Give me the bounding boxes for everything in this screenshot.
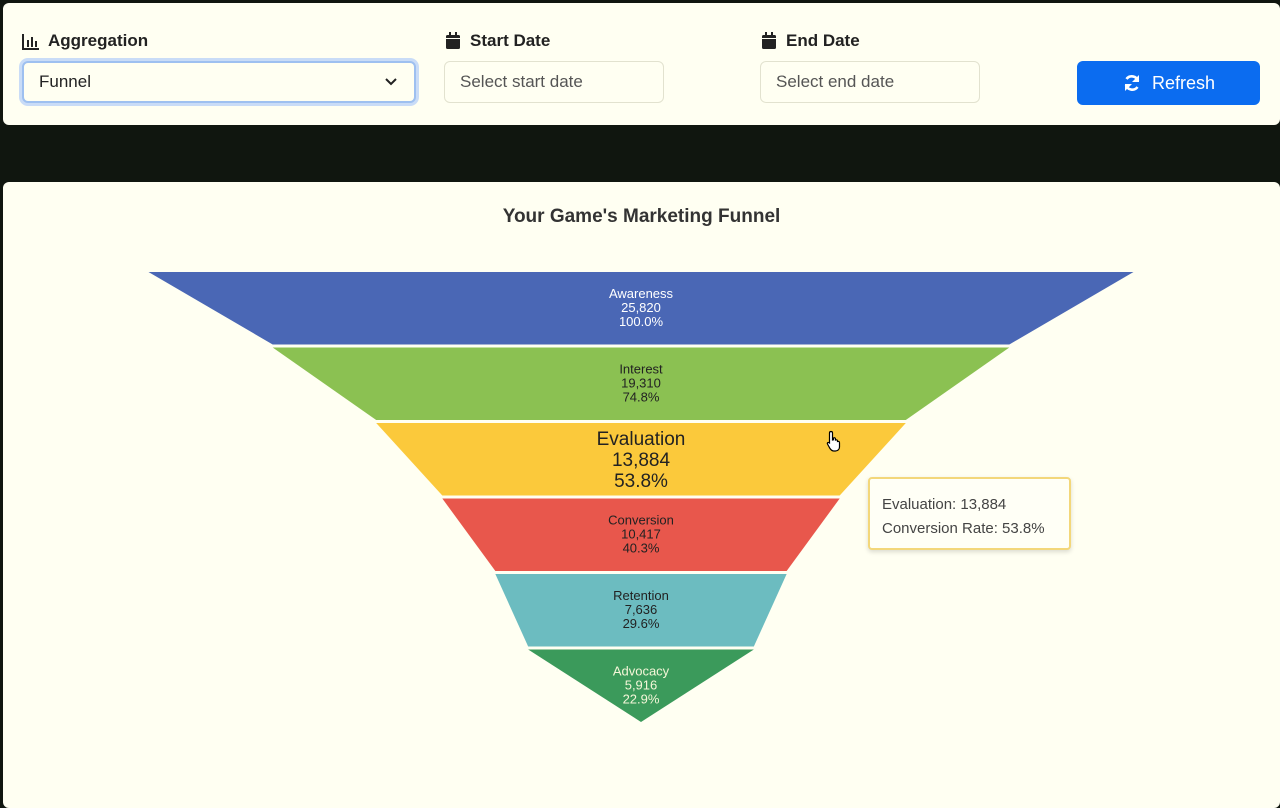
segment-value: 5,916: [625, 678, 658, 693]
end-date-label: End Date: [760, 31, 860, 51]
hand-cursor-icon: [826, 430, 841, 452]
funnel-segment-awareness[interactable]: [148, 272, 1134, 345]
segment-value: 19,310: [621, 376, 661, 391]
segment-label: Awareness: [609, 286, 674, 301]
funnel-segment-retention[interactable]: [495, 574, 787, 647]
segment-value: 25,820: [621, 300, 661, 315]
segment-percent: 40.3%: [623, 541, 660, 556]
segment-value: 10,417: [621, 527, 661, 542]
start-date-input[interactable]: Select start date: [444, 61, 664, 103]
chart-tooltip: Evaluation: 13,884 Conversion Rate: 53.8…: [868, 477, 1071, 550]
segment-value: 7,636: [625, 602, 658, 617]
funnel-segment-interest[interactable]: [272, 347, 1010, 421]
filter-bar: Aggregation Funnel Start Date Select sta…: [3, 3, 1280, 125]
bar-chart-icon: [22, 34, 39, 50]
segment-percent: 29.6%: [623, 616, 660, 631]
segment-percent: 74.8%: [623, 390, 660, 405]
funnel-segment-advocacy[interactable]: [528, 649, 754, 723]
segment-percent: 53.8%: [614, 471, 668, 492]
end-date-input[interactable]: Select end date: [760, 61, 980, 103]
segment-label: Advocacy: [613, 664, 670, 679]
calendar-icon: [762, 32, 776, 49]
segment-value: 13,884: [612, 450, 671, 471]
calendar-icon: [446, 32, 460, 49]
segment-label: Evaluation: [597, 429, 686, 450]
segment-label: Conversion: [608, 513, 674, 528]
funnel-segment-evaluation[interactable]: [376, 423, 906, 496]
funnel-segment-conversion[interactable]: [442, 498, 840, 572]
chart-panel: Your Game's Marketing Funnel Awareness 25…: [3, 182, 1280, 808]
segment-label: Retention: [613, 588, 669, 603]
segment-label: Interest: [619, 362, 663, 377]
start-date-label: Start Date: [444, 31, 550, 51]
chart-title: Your Game's Marketing Funnel: [502, 206, 781, 227]
segment-percent: 100.0%: [619, 314, 664, 329]
chevron-down-icon: [385, 78, 397, 86]
refresh-icon: [1124, 75, 1140, 91]
aggregation-select[interactable]: Funnel: [22, 61, 416, 103]
segment-percent: 22.9%: [623, 692, 660, 707]
aggregation-label: Aggregation: [22, 31, 148, 51]
refresh-button[interactable]: Refresh: [1077, 61, 1260, 105]
